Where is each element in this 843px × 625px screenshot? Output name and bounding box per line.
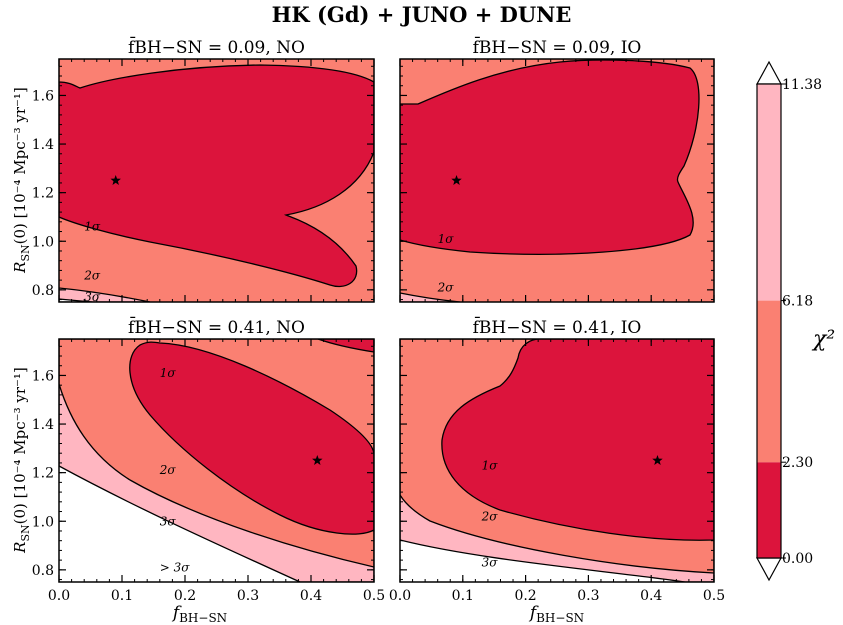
x-tick-label: 0.1 xyxy=(452,588,474,604)
svg-text:fBH−SN: fBH−SN xyxy=(528,603,584,625)
x-tick-label: 0.2 xyxy=(514,588,536,604)
x-tick-label: 0.0 xyxy=(389,588,411,604)
x-tick-label: 0.4 xyxy=(640,588,662,604)
panel-title: f̄BH−SN = 0.41, IO xyxy=(473,315,642,338)
y-tick-label: 1.4 xyxy=(32,417,54,433)
x-tick-label: 0.4 xyxy=(300,588,322,604)
panel-frame xyxy=(58,338,375,583)
svg-text:fBH−SN: fBH−SN xyxy=(171,603,227,625)
x-tick-label: 0.2 xyxy=(174,588,196,604)
x-tick-label: 0.3 xyxy=(577,588,599,604)
x-tick-label: 0.0 xyxy=(48,588,70,604)
best-fit-star xyxy=(312,455,323,465)
contour-label: 3σ xyxy=(84,290,101,304)
contour-label: 3σ xyxy=(160,514,177,528)
panel-frame xyxy=(399,58,715,303)
colorbar: 0.00 2.30 6.18 11.38 χ² xyxy=(755,60,835,582)
panel-axes-3: 0.0 0.1 0.2 0.3 0.4 0.5 f̄BH−SN = 0.41, IO 1σ 2σ… xyxy=(389,315,725,604)
x-axis-label-right: fBH−SN xyxy=(528,603,584,625)
panel-axes-0: 0.8 1.0 1.2 1.4 1.6 f̄BH−SN = 0.09, NO 1σ 2σ 3σ xyxy=(32,35,375,304)
y-tick-label: 1.6 xyxy=(32,368,54,384)
x-tick-label: 0.5 xyxy=(363,588,385,604)
y-axis-label-top: RSN(0) [10⁻⁴ Mpc⁻³ yr⁻¹] xyxy=(11,87,32,274)
contour-label: 2σ xyxy=(437,280,455,294)
x-tick-label: 0.1 xyxy=(111,588,133,604)
panel-2 xyxy=(59,339,374,582)
region-1sigma xyxy=(129,341,374,535)
panel-title: f̄BH−SN = 0.41, NO xyxy=(128,315,305,338)
colorbar-tick-label: 0.00 xyxy=(782,551,813,567)
panel-frame xyxy=(399,338,715,583)
colorbar-tick-label: 11.38 xyxy=(782,77,822,93)
colorbar-tick-label: 2.30 xyxy=(782,455,813,471)
colorbar-label: χ² xyxy=(811,327,835,352)
colorbar-over-arrow xyxy=(755,60,783,85)
best-fit-star xyxy=(451,175,462,185)
region-1sigma xyxy=(400,59,700,255)
panel-1 xyxy=(400,59,714,302)
contour-label: 2σ xyxy=(83,268,101,282)
contour-label: 1σ xyxy=(84,220,101,234)
region-1sigma xyxy=(441,339,714,541)
contour-label: > 3σ xyxy=(160,560,191,574)
colorbar-frame xyxy=(756,83,782,559)
contour-label: 1σ xyxy=(160,366,177,380)
contour-label: 2σ xyxy=(159,463,177,477)
x-tick-label: 0.3 xyxy=(237,588,259,604)
panel-title: f̄BH−SN = 0.09, NO xyxy=(128,35,305,58)
x-axis-label-left: fBH−SN xyxy=(171,603,227,625)
panel-axes-1: f̄BH−SN = 0.09, IO 1σ 2σ xyxy=(399,35,715,303)
y-tick-label: 1.6 xyxy=(32,88,54,104)
contour-label: 3σ xyxy=(482,556,499,570)
panel-frame xyxy=(58,58,375,303)
y-tick-label: 1.2 xyxy=(32,466,54,482)
contour-label: 1σ xyxy=(482,458,499,472)
y-tick-label: 1.2 xyxy=(32,186,54,202)
colorbar-tick-label: 6.18 xyxy=(782,294,813,310)
x-tick-label: 0.5 xyxy=(703,588,725,604)
colorbar-band xyxy=(757,84,781,301)
contour-label: 2σ xyxy=(481,509,499,523)
svg-text:RSN(0) [10⁻⁴ Mpc⁻³ yr⁻¹]: RSN(0) [10⁻⁴ Mpc⁻³ yr⁻¹] xyxy=(11,367,32,554)
y-tick-label: 0.8 xyxy=(32,563,54,579)
best-fit-star xyxy=(110,175,121,185)
y-tick-label: 1.0 xyxy=(32,234,54,250)
panel-3 xyxy=(400,339,714,582)
y-tick-label: 1.4 xyxy=(32,137,54,153)
y-tick-label: 0.8 xyxy=(32,283,54,299)
colorbar-band xyxy=(757,300,781,463)
contour-label: 1σ xyxy=(438,232,455,246)
region-1sigma-corner xyxy=(317,339,374,353)
region-1sigma xyxy=(59,64,374,288)
panel-axes-2: 0.0 0.1 0.2 0.3 0.4 0.5 0.8 1.0 1.2 1.4 1.6 f̄BH−SN… xyxy=(32,315,385,604)
svg-text:RSN(0) [10⁻⁴ Mpc⁻³ yr⁻¹]: RSN(0) [10⁻⁴ Mpc⁻³ yr⁻¹] xyxy=(11,87,32,274)
colorbar-band xyxy=(757,462,781,558)
panel-title: f̄BH−SN = 0.09, IO xyxy=(473,35,642,58)
panel-0 xyxy=(59,59,374,302)
best-fit-star xyxy=(652,455,663,465)
y-tick-label: 1.0 xyxy=(32,514,54,530)
colorbar-under-arrow xyxy=(755,557,783,582)
figure-title: HK (Gd) + JUNO + DUNE xyxy=(271,2,572,27)
y-axis-label-bottom: RSN(0) [10⁻⁴ Mpc⁻³ yr⁻¹] xyxy=(11,367,32,554)
